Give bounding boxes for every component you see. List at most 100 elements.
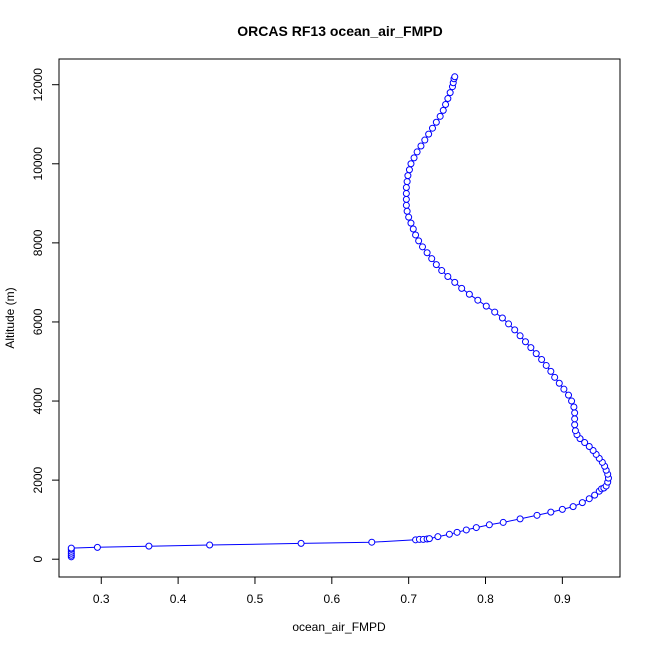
y-tick-label: 8000: [31, 229, 45, 256]
x-tick-label: 0.7: [400, 592, 417, 606]
data-point: [555, 379, 563, 387]
data-point: [472, 524, 480, 532]
data-point: [425, 130, 433, 138]
data-point: [206, 541, 214, 549]
y-tick-label: 4000: [31, 387, 45, 414]
data-point: [516, 515, 524, 523]
data-point: [560, 385, 568, 393]
data-point: [444, 272, 452, 280]
data-point: [428, 124, 436, 132]
data-point: [465, 290, 473, 298]
data-point: [402, 201, 410, 209]
data-point: [474, 296, 482, 304]
y-tick-label: 12000: [31, 68, 45, 102]
data-point: [547, 367, 555, 375]
y-tick-label: 2000: [31, 466, 45, 493]
data-point: [432, 118, 440, 126]
data-point: [404, 172, 412, 180]
x-tick-label: 0.3: [93, 592, 110, 606]
data-point: [585, 443, 593, 451]
data-point: [547, 508, 555, 516]
data-point: [527, 344, 535, 352]
y-tick-label: 10000: [31, 147, 45, 181]
data-point: [403, 178, 411, 186]
data-point: [491, 308, 499, 316]
data-point: [413, 148, 421, 156]
x-tick-label: 0.8: [477, 592, 494, 606]
x-axis: 0.3 0.4 0.5 0.6 0.7 0.8 0.9: [93, 576, 571, 606]
data-point: [485, 521, 493, 529]
data-point: [521, 338, 529, 346]
data-point: [412, 231, 420, 239]
x-tick-label: 0.5: [247, 592, 264, 606]
x-axis-label: ocean_air_FMPD: [292, 620, 386, 634]
data-point: [516, 332, 524, 340]
data-point: [505, 320, 513, 328]
data-point: [571, 415, 579, 423]
data-point: [402, 195, 410, 203]
data-point: [538, 356, 546, 364]
chart-title: ORCAS RF13 ocean_air_FMPD: [237, 23, 442, 39]
data-point: [421, 136, 429, 144]
y-axis-label: Altitude (m): [3, 287, 17, 348]
data-point: [444, 95, 452, 103]
data-point: [581, 439, 589, 447]
data-point: [578, 499, 586, 507]
data-point: [410, 154, 418, 162]
data-point: [405, 166, 413, 174]
data-point: [409, 225, 417, 233]
data-point: [432, 261, 440, 269]
x-tick-label: 0.9: [554, 592, 571, 606]
data-point: [558, 505, 566, 513]
data-point: [571, 421, 579, 429]
data-point: [445, 530, 453, 538]
data-point: [145, 542, 153, 550]
data-point: [439, 106, 447, 114]
data-point: [462, 526, 470, 534]
data-point: [570, 403, 578, 411]
data-point: [425, 535, 433, 543]
data-point: [428, 255, 436, 263]
data-point: [451, 278, 459, 286]
data-point: [407, 160, 415, 168]
data-point: [458, 284, 466, 292]
x-tick-label: 0.6: [323, 592, 340, 606]
series-line: [70, 76, 610, 557]
data-point: [418, 243, 426, 251]
data-point: [453, 528, 461, 536]
data-point: [482, 302, 490, 310]
y-tick-label: 6000: [31, 308, 45, 335]
plot-frame: [58, 58, 621, 578]
y-tick-label: 0: [31, 556, 45, 563]
data-point: [67, 544, 75, 552]
data-point: [498, 314, 506, 322]
data-point: [571, 409, 579, 417]
data-point: [438, 267, 446, 275]
x-tick-label: 0.4: [170, 592, 187, 606]
data-point: [442, 100, 450, 108]
data-point: [415, 237, 423, 245]
data-point: [565, 391, 573, 399]
data-point: [417, 142, 425, 150]
data-point: [591, 491, 599, 499]
y-axis: 0 2000 4000 6000 8000 10000 12000: [31, 68, 60, 563]
data-point: [585, 495, 593, 503]
data-point: [434, 533, 442, 541]
data-point: [402, 189, 410, 197]
data-point: [533, 511, 541, 519]
data-point: [542, 361, 550, 369]
data-point: [511, 326, 519, 334]
data-point: [297, 539, 305, 547]
data-point: [436, 112, 444, 120]
data-point: [568, 397, 576, 405]
data-series: [67, 73, 612, 561]
data-point: [93, 543, 101, 551]
data-point: [571, 427, 579, 435]
data-point: [405, 213, 413, 221]
data-point: [402, 184, 410, 192]
data-point: [407, 219, 415, 227]
data-point: [423, 249, 431, 257]
data-point: [403, 207, 411, 215]
data-point: [532, 350, 540, 358]
